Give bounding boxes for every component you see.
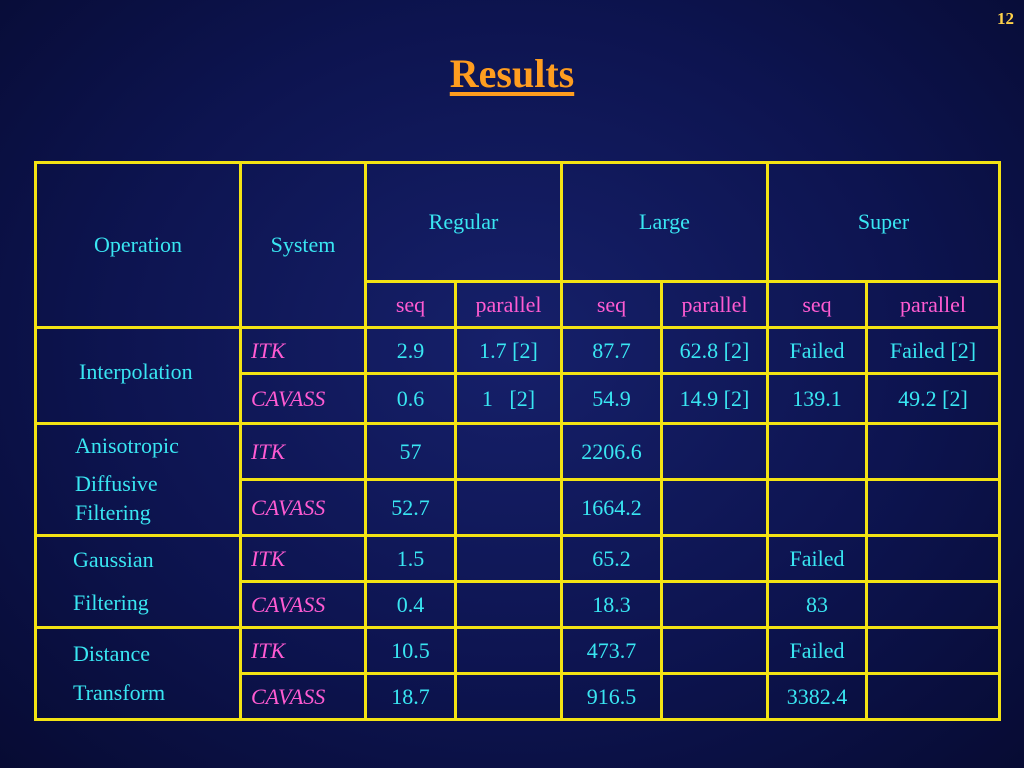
value-cell: 2206.6 — [560, 422, 663, 481]
value-cell: Failed — [766, 326, 868, 375]
value-cell: 2.9 — [364, 326, 457, 375]
value-cell: 1.7 [2] — [454, 326, 563, 375]
subheader-large-seq: seq — [560, 280, 663, 329]
value-cell: 0.6 — [364, 372, 457, 425]
header-group-large: Large — [560, 161, 769, 283]
value-cell: 0.4 — [364, 580, 457, 629]
value-cell: 49.2 [2] — [864, 372, 1002, 425]
value-cell: 52.7 — [364, 478, 457, 537]
operation-distance-transform: Distance Transform — [34, 626, 242, 721]
value-cell: Failed — [766, 534, 868, 583]
value-cell — [864, 626, 1002, 675]
header-operation: Operation — [34, 161, 242, 329]
value-cell — [660, 672, 769, 721]
value-cell: 87.7 — [560, 326, 663, 375]
system-cell: CAVASS — [239, 372, 367, 425]
value-cell: 57 — [364, 422, 457, 481]
header-system: System — [239, 161, 367, 329]
value-cell — [864, 672, 1002, 721]
table-row: CAVASS 18.7 916.5 3382.4 — [36, 672, 1002, 721]
system-cell: ITK — [239, 534, 367, 583]
table-row: Gaussian Filtering ITK 1.5 65.2 Failed — [34, 534, 1002, 629]
value-cell — [864, 534, 1002, 583]
subheader-regular-seq: seq — [364, 280, 457, 329]
slide-number: 12 — [997, 9, 1014, 28]
value-cell — [454, 626, 563, 675]
subheader-super-seq: seq — [766, 280, 868, 329]
value-cell: 1664.2 — [560, 478, 663, 537]
value-cell — [864, 422, 1002, 481]
slide-title: Results — [449, 51, 575, 96]
value-cell: 139.1 — [766, 372, 868, 425]
table-row: CAVASS 0.4 18.3 83 — [36, 580, 1002, 629]
value-cell: Failed — [766, 626, 868, 675]
subheader-large-parallel: parallel — [660, 280, 769, 329]
value-cell — [660, 478, 769, 537]
system-cell: ITK — [239, 422, 367, 481]
value-cell — [660, 580, 769, 629]
system-cell: CAVASS — [239, 478, 367, 537]
value-cell: 10.5 — [364, 626, 457, 675]
subheader-super-parallel: parallel — [864, 280, 1002, 329]
system-cell: CAVASS — [239, 580, 367, 629]
value-cell — [454, 478, 563, 537]
value-cell — [864, 478, 1002, 537]
value-cell: 83 — [766, 580, 868, 629]
header-row-subheaders: seq parallel seq parallel seq parallel — [36, 280, 1002, 329]
value-cell: 1.5 — [364, 534, 457, 583]
value-cell: 18.3 — [560, 580, 663, 629]
value-cell — [766, 422, 868, 481]
value-cell: Failed [2] — [864, 326, 1002, 375]
value-cell — [660, 534, 769, 583]
value-cell: 14.9 [2] — [660, 372, 769, 425]
value-cell — [454, 534, 563, 583]
value-cell — [660, 626, 769, 675]
results-table: Operation System Regular Large Super seq… — [34, 161, 1002, 721]
header-group-super: Super — [765, 161, 1002, 283]
value-cell — [454, 580, 563, 629]
value-cell: 473.7 — [560, 626, 663, 675]
value-cell — [864, 580, 1002, 629]
value-cell: 62.8 [2] — [660, 326, 769, 375]
system-cell: CAVASS — [239, 672, 367, 721]
value-cell — [660, 422, 769, 481]
value-cell: 916.5 — [560, 672, 663, 721]
operation-anisotropic-diffusive-filtering: Anisotropic Diffusive Filtering — [34, 422, 242, 537]
value-cell: 18.7 — [364, 672, 457, 721]
value-cell — [766, 478, 868, 537]
header-row-groups: Operation System Regular Large Super — [34, 161, 1002, 329]
value-cell: 3382.4 — [766, 672, 868, 721]
table-row: Interpolation ITK 2.9 1.7 [2] 87.7 62.8 … — [34, 326, 1002, 425]
value-cell: 54.9 — [560, 372, 663, 425]
operation-interpolation: Interpolation — [34, 326, 242, 425]
system-cell: ITK — [239, 626, 367, 675]
value-cell — [454, 672, 563, 721]
operation-gaussian-filtering: Gaussian Filtering — [34, 534, 242, 629]
subheader-regular-parallel: parallel — [454, 280, 563, 329]
header-group-regular: Regular — [364, 161, 563, 283]
table-row: Distance Transform ITK 10.5 473.7 Failed — [34, 626, 1002, 721]
value-cell — [454, 422, 563, 481]
system-cell: ITK — [239, 326, 367, 375]
value-cell: 65.2 — [560, 534, 663, 583]
table-row: CAVASS 0.6 1 [2] 54.9 14.9 [2] 139.1 49.… — [36, 372, 1002, 425]
table-row: CAVASS 52.7 1664.2 — [36, 478, 1002, 537]
table-row: Anisotropic Diffusive Filtering ITK 57 2… — [34, 422, 1002, 537]
value-cell: 1 [2] — [454, 372, 563, 425]
